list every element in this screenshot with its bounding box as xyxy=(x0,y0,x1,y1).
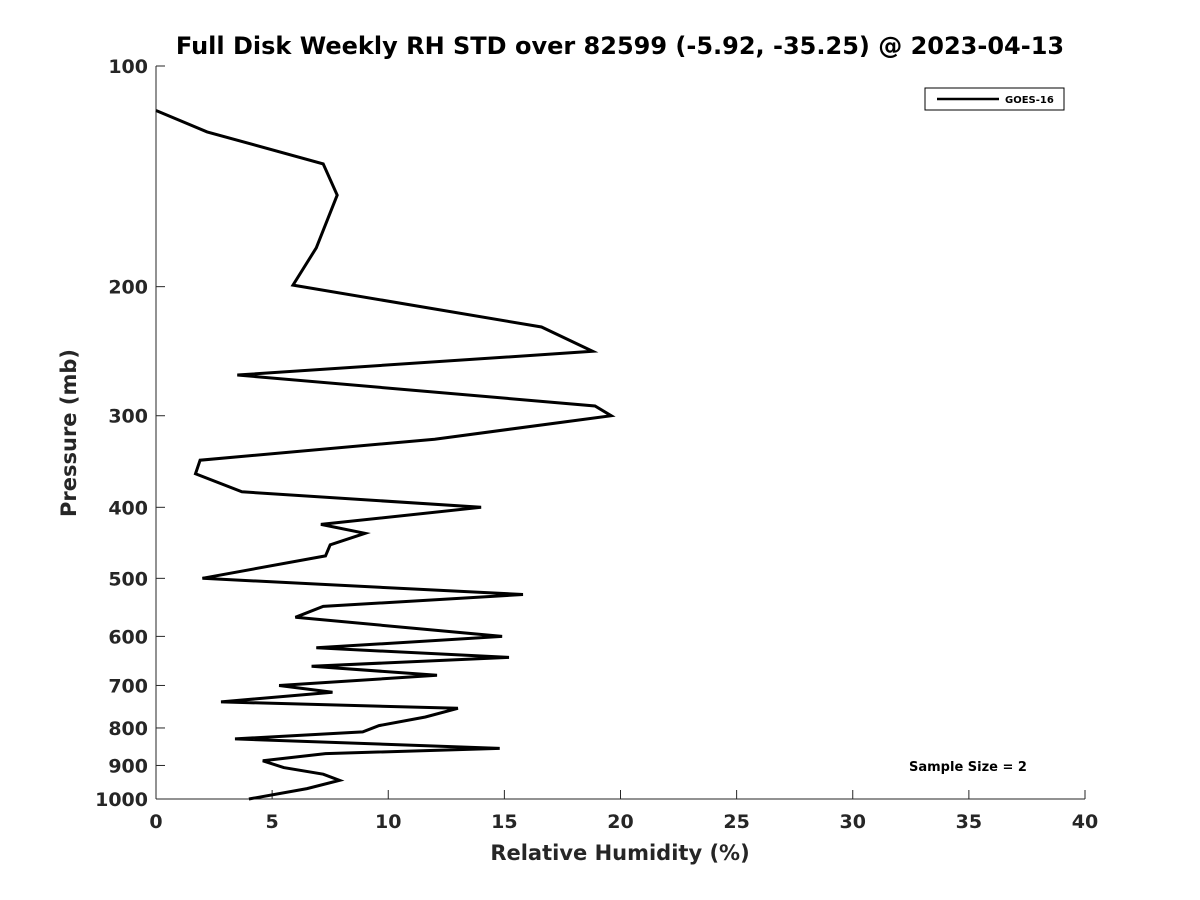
x-tick-label: 15 xyxy=(491,811,517,833)
x-tick-label: 0 xyxy=(149,811,162,833)
x-tick-label: 20 xyxy=(607,811,633,833)
y-tick-label: 600 xyxy=(108,626,148,648)
y-axis-label: Pressure (mb) xyxy=(57,349,81,517)
y-tick-label: 300 xyxy=(108,406,148,428)
y-tick-label: 500 xyxy=(108,568,148,590)
legend: GOES-16 xyxy=(924,87,1065,111)
y-tick-label: 700 xyxy=(108,675,148,697)
chart-title: Full Disk Weekly RH STD over 82599 (-5.9… xyxy=(176,32,1064,60)
sample-size-annotation: Sample Size = 2 xyxy=(909,760,1027,775)
series-layer xyxy=(155,109,616,801)
x-tick-label: 25 xyxy=(723,811,749,833)
x-tick-label: 40 xyxy=(1072,811,1098,833)
legend-entry-goes-16: GOES-16 xyxy=(1005,95,1054,106)
y-tick-label: 200 xyxy=(108,277,148,299)
y-tick-label: 900 xyxy=(108,755,148,777)
x-tick-label: 5 xyxy=(266,811,279,833)
x-tick-label: 30 xyxy=(840,811,866,833)
y-tick-label: 1000 xyxy=(95,789,148,811)
x-tick-label: 35 xyxy=(956,811,982,833)
y-tick-label: 100 xyxy=(108,56,148,78)
y-tick-label: 400 xyxy=(108,497,148,519)
series-line-goes-16 xyxy=(155,109,616,801)
x-axis-label: Relative Humidity (%) xyxy=(490,841,749,865)
x-tick-label: 10 xyxy=(375,811,401,833)
y-tick-label: 800 xyxy=(108,718,148,740)
y-axis-ticks: 100 200 300 400 500 600 700 800 900 1000 xyxy=(95,56,165,811)
plot-area: 0 5 10 15 20 25 30 35 40 100 200 300 400 500 600 700 80… xyxy=(95,56,1098,833)
x-axis-ticks: 0 5 10 15 20 25 30 35 40 xyxy=(149,790,1098,833)
